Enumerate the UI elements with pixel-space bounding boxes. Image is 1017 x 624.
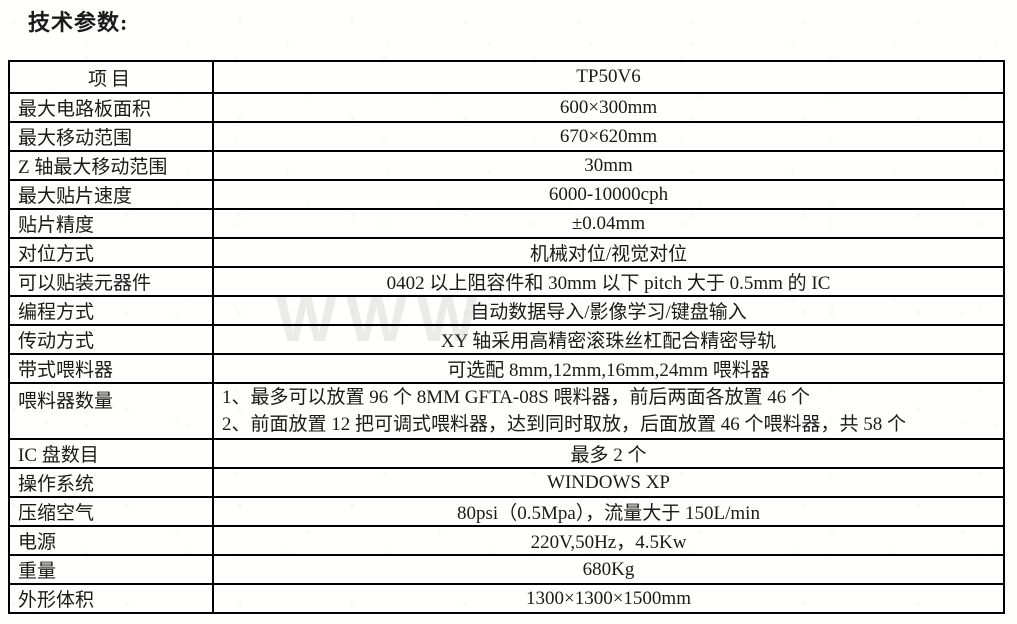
- row-label: 可以贴装元器件: [8, 266, 214, 297]
- row-label: 最大移动范围: [8, 121, 214, 152]
- row-value: 自动数据导入/影像学习/键盘输入: [212, 295, 1005, 326]
- row-value: XY 轴采用高精密滚珠丝杠配合精密导轨: [212, 324, 1005, 355]
- row-value: 600×300mm: [212, 92, 1005, 123]
- row-label: 带式喂料器: [8, 353, 214, 384]
- table-row: 传动方式 XY 轴采用高精密滚珠丝杠配合精密导轨: [8, 324, 1005, 355]
- row-value: 6000-10000cph: [212, 179, 1005, 210]
- table-row: 重量 680Kg: [8, 554, 1005, 585]
- row-label: Z 轴最大移动范围: [8, 150, 214, 181]
- table-row: 对位方式 机械对位/视觉对位: [8, 237, 1005, 268]
- row-label: 对位方式: [8, 237, 214, 268]
- table-row: Z 轴最大移动范围 30mm: [8, 150, 1005, 181]
- row-value: 0402 以上阻容件和 30mm 以下 pitch 大于 0.5mm 的 IC: [212, 266, 1005, 297]
- row-value: 机械对位/视觉对位: [212, 237, 1005, 268]
- table-row: 压缩空气 80psi（0.5Mpa），流量大于 150L/min: [8, 496, 1005, 527]
- row-label: 最大贴片速度: [8, 179, 214, 210]
- table-row: 编程方式 自动数据导入/影像学习/键盘输入: [8, 295, 1005, 326]
- row-value: 可选配 8mm,12mm,16mm,24mm 喂料器: [212, 353, 1005, 384]
- table-row-feeder-count: 喂料器数量 1、最多可以放置 96 个 8MM GFTA-08S 喂料器，前后两…: [8, 382, 1005, 440]
- row-value: 680Kg: [212, 554, 1005, 585]
- table-row: 最大贴片速度 6000-10000cph: [8, 179, 1005, 210]
- row-value: ±0.04mm: [212, 208, 1005, 239]
- table-row: 操作系统 WINDOWS XP: [8, 467, 1005, 498]
- row-value: 80psi（0.5Mpa），流量大于 150L/min: [212, 496, 1005, 527]
- row-label: 贴片精度: [8, 208, 214, 239]
- header-model-value: TP50V6: [212, 60, 1005, 94]
- table-row: 贴片精度 ±0.04mm: [8, 208, 1005, 239]
- table-row: 可以贴装元器件 0402 以上阻容件和 30mm 以下 pitch 大于 0.5…: [8, 266, 1005, 297]
- row-label: 编程方式: [8, 295, 214, 326]
- table-row: 外形体积 1300×1300×1500mm: [8, 583, 1005, 614]
- table-header-row: 项目 TP50V6: [8, 60, 1005, 94]
- row-label: 电源: [8, 525, 214, 556]
- table-row: 最大移动范围 670×620mm: [8, 121, 1005, 152]
- table-row: 带式喂料器 可选配 8mm,12mm,16mm,24mm 喂料器: [8, 353, 1005, 384]
- row-label: IC 盘数目: [8, 438, 214, 469]
- table-row: IC 盘数目 最多 2 个: [8, 438, 1005, 469]
- spec-table: 项目 TP50V6 最大电路板面积 600×300mm 最大移动范围 670×6…: [8, 60, 1005, 614]
- row-label: 传动方式: [8, 324, 214, 355]
- row-label: 压缩空气: [8, 496, 214, 527]
- row-label: 外形体积: [8, 583, 214, 614]
- row-value: 最多 2 个: [212, 438, 1005, 469]
- row-value-line2: 2、前面放置 12 把可调式喂料器，达到同时取放，后面放置 46 个喂料器，共 …: [222, 414, 907, 435]
- row-value: 1、最多可以放置 96 个 8MM GFTA-08S 喂料器，前后两面各放置 4…: [212, 382, 1005, 440]
- row-value: WINDOWS XP: [212, 467, 1005, 498]
- table-row: 电源 220V,50Hz，4.5Kw: [8, 525, 1005, 556]
- row-value: 30mm: [212, 150, 1005, 181]
- row-label: 喂料器数量: [8, 382, 214, 440]
- row-label: 操作系统: [8, 467, 214, 498]
- table-row: 最大电路板面积 600×300mm: [8, 92, 1005, 123]
- row-label: 重量: [8, 554, 214, 585]
- row-value: 1300×1300×1500mm: [212, 583, 1005, 614]
- row-value: 220V,50Hz，4.5Kw: [212, 525, 1005, 556]
- page-title: 技术参数:: [28, 10, 129, 35]
- row-label: 最大电路板面积: [8, 92, 214, 123]
- header-item-label: 项目: [8, 60, 214, 94]
- row-value: 670×620mm: [212, 121, 1005, 152]
- row-value-line1: 1、最多可以放置 96 个 8MM GFTA-08S 喂料器，前后两面各放置 4…: [222, 387, 811, 408]
